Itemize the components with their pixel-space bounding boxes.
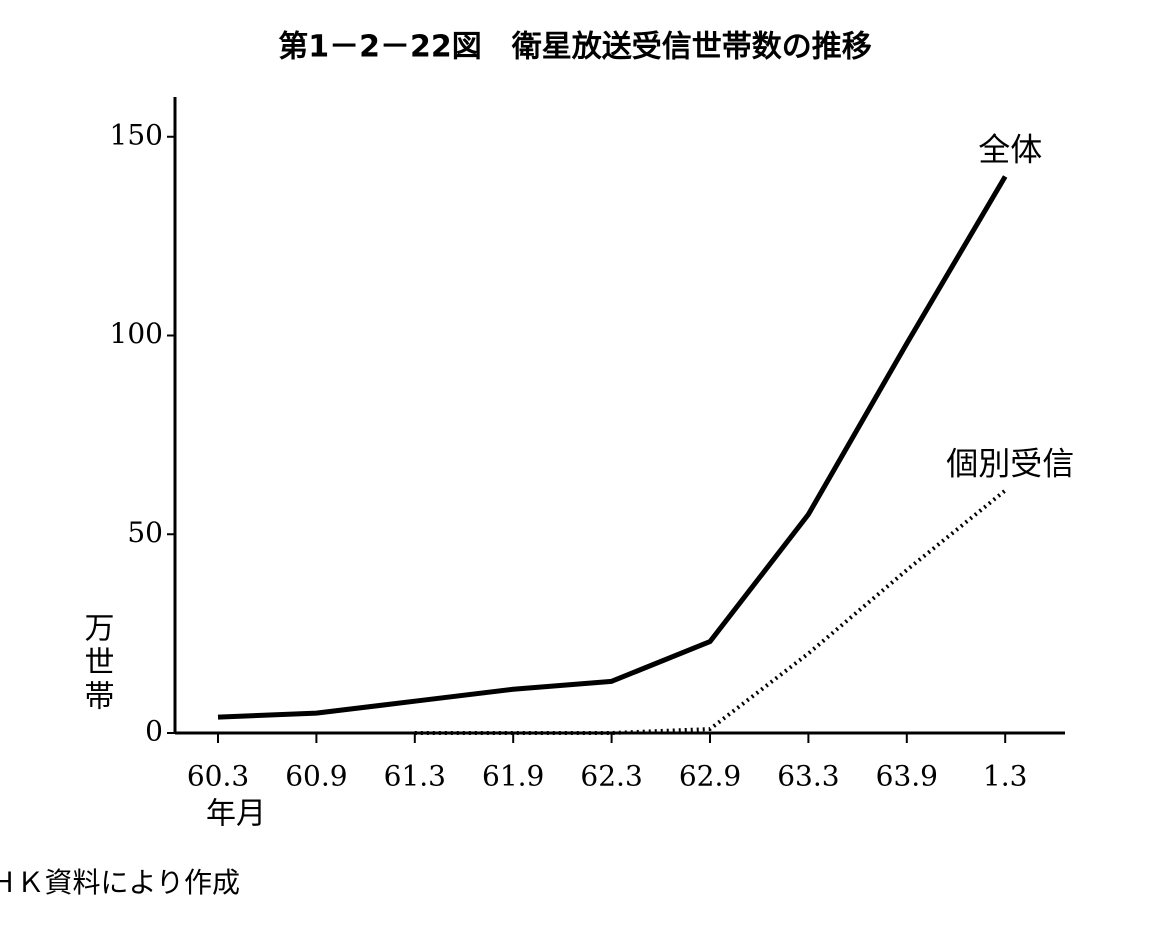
y-tick-label: 50: [127, 516, 163, 549]
x-tick-label: 1.3: [983, 760, 1028, 793]
x-tick-label: 60.9: [285, 760, 347, 793]
x-tick-label: 63.9: [876, 760, 938, 793]
chart-title: 第1－2－22図 衛星放送受信世帯数の推移: [278, 30, 872, 65]
y-tick-label: 100: [110, 317, 163, 350]
x-axis-label: 年月: [206, 797, 266, 832]
x-tick-label: 61.3: [384, 760, 446, 793]
source-note: ＮＨＫ資料により作成: [0, 866, 240, 899]
x-tick-label: 61.9: [482, 760, 544, 793]
x-tick-label: 63.3: [777, 760, 839, 793]
line-series: [217, 175, 1008, 720]
series-label: 個別受信: [946, 445, 1074, 483]
y-axis-label: 万世帯: [79, 612, 114, 714]
line-series: [414, 488, 1007, 735]
y-tick-label: 0: [145, 715, 163, 748]
y-tick-label: 150: [110, 118, 163, 151]
x-tick-label: 62.3: [580, 760, 642, 793]
y-axis-label-text: 万世帯: [79, 612, 114, 714]
series-label: 全体: [978, 131, 1042, 169]
x-tick-label: 60.3: [187, 760, 249, 793]
x-tick-label: 62.9: [679, 760, 741, 793]
